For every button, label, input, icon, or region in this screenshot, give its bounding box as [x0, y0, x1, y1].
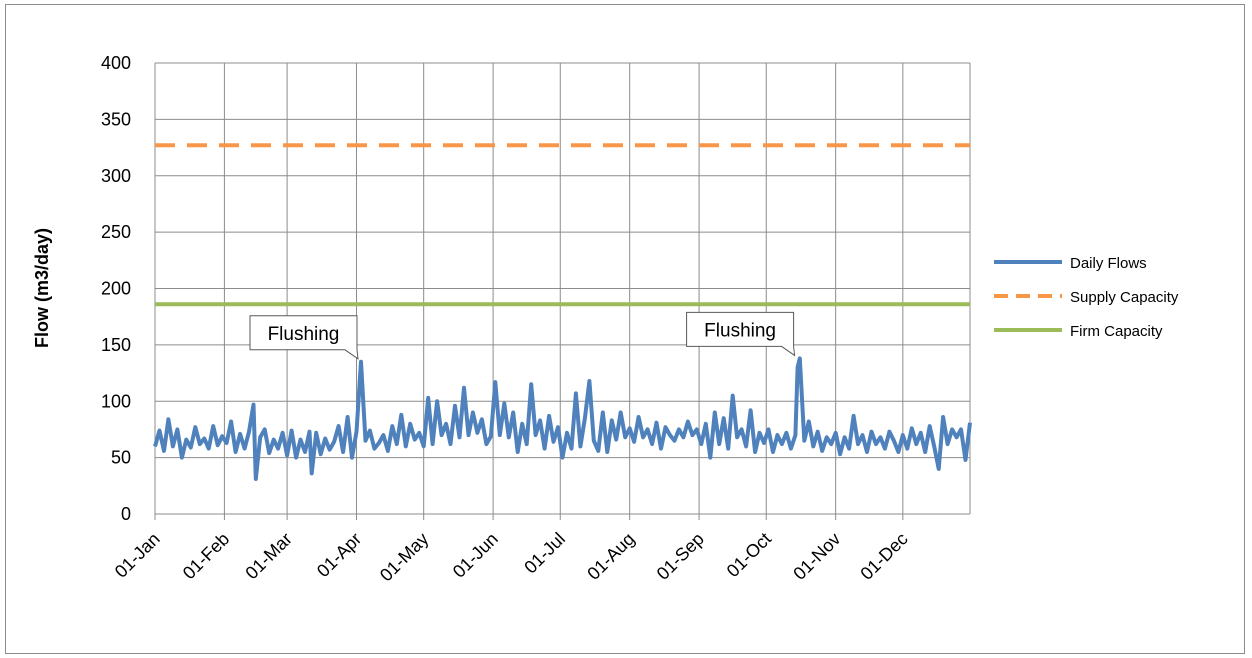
x-tick-label: 01-Oct	[723, 529, 775, 581]
legend-label-firm-capacity: Firm Capacity	[1070, 323, 1163, 340]
y-tick-label: 200	[101, 279, 131, 299]
y-axis-label: Flow (m3/day)	[32, 228, 52, 348]
y-tick-label: 0	[121, 504, 131, 524]
flushing-callout: Flushing	[686, 311, 796, 357]
y-tick-label: 400	[101, 53, 131, 73]
callout-text: Flushing	[704, 320, 776, 341]
x-axis-ticks: 01-Jan 01-Feb 01-Mar 01-Apr 01-May 01-Jun 01-J…	[111, 514, 912, 585]
legend: Daily Flows Supply Capacity Firm Capacity	[994, 255, 1179, 340]
y-tick-label: 350	[101, 109, 131, 129]
callout-box	[686, 311, 796, 357]
y-tick-label: 250	[101, 222, 131, 242]
annotations: Flushing Flushing	[249, 311, 796, 360]
x-tick-label: 01-Aug	[583, 529, 638, 584]
legend-label-supply-capacity: Supply Capacity	[1070, 289, 1179, 306]
legend-label-daily-flows: Daily Flows	[1070, 255, 1147, 272]
series-lines	[153, 143, 972, 481]
x-tick-label: 01-May	[376, 529, 433, 586]
x-tick-label: 01-Dec	[856, 529, 911, 584]
x-tick-label: 01-Sep	[653, 529, 708, 584]
y-tick-label: 50	[111, 448, 131, 468]
y-axis-ticks: 0 50 100 150 200 250 300 350 400	[101, 53, 131, 524]
x-tick-label: 01-Apr	[313, 529, 365, 581]
x-tick-label: 01-Mar	[241, 529, 295, 583]
x-tick-label: 01-Nov	[789, 529, 844, 584]
x-tick-label: 01-Jul	[520, 529, 569, 578]
callout-box	[249, 315, 359, 360]
flushing-callout: Flushing	[249, 315, 359, 360]
callout-text: Flushing	[268, 324, 340, 345]
y-tick-label: 100	[101, 391, 131, 411]
x-tick-label: 01-Feb	[179, 529, 233, 583]
y-tick-label: 300	[101, 166, 131, 186]
y-tick-label: 150	[101, 335, 131, 355]
daily-flows-line	[153, 356, 972, 481]
x-tick-label: 01-Jan	[111, 529, 164, 582]
x-tick-label: 01-Jun	[449, 529, 502, 582]
grid-lines	[154, 62, 971, 515]
